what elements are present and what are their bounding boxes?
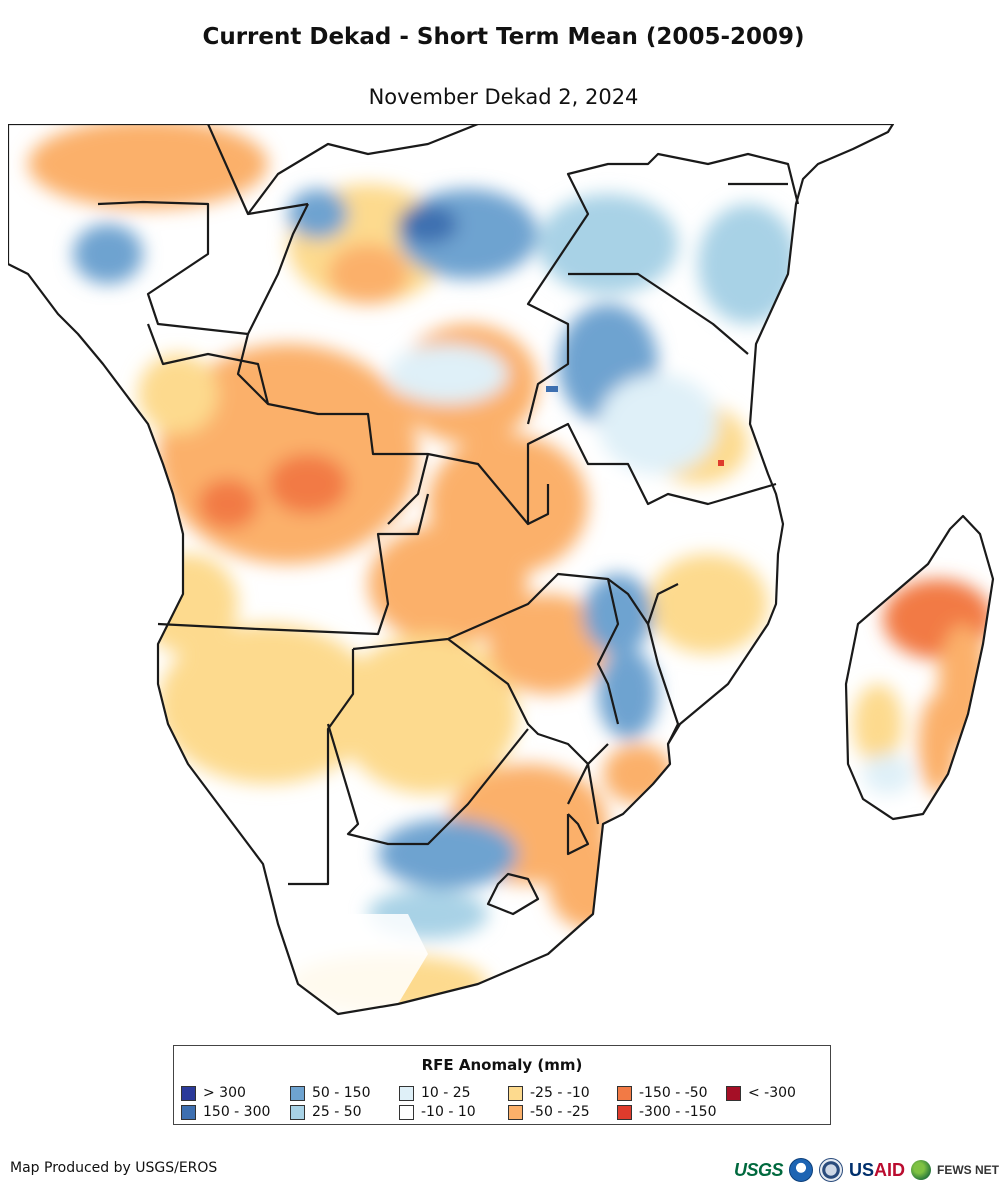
legend-label: 25 - 50	[312, 1104, 362, 1120]
legend-swatch	[508, 1104, 523, 1120]
legend-label: -25 - -10	[530, 1085, 590, 1101]
map-credit: Map Produced by USGS/EROS	[10, 1160, 218, 1176]
usaid-logo-aid: AID	[874, 1159, 905, 1180]
country-borders	[8, 124, 995, 1016]
legend-item: -300 - -150	[617, 1103, 717, 1121]
legend-swatch	[508, 1085, 523, 1101]
legend-item: < -300	[726, 1084, 796, 1102]
legend-swatch	[617, 1085, 632, 1101]
seal-logo-icon	[818, 1158, 843, 1182]
legend-label: 50 - 150	[312, 1085, 371, 1101]
legend-swatch	[290, 1085, 305, 1101]
legend-swatch	[399, 1104, 414, 1120]
legend-swatch	[726, 1085, 741, 1101]
legend-swatch	[399, 1085, 414, 1101]
legend-item: -25 - -10	[508, 1084, 590, 1102]
usgs-logo: USGS	[733, 1159, 784, 1180]
map-title: Current Dekad - Short Term Mean (2005-20…	[202, 24, 805, 50]
map-canvas	[8, 124, 995, 1016]
legend-label: 150 - 300	[203, 1104, 271, 1120]
legend-item: -10 - 10	[399, 1103, 476, 1121]
legend-item: 50 - 150	[290, 1084, 371, 1102]
legend-swatch	[290, 1104, 305, 1120]
legend-item: > 300	[181, 1084, 246, 1102]
legend-item: -50 - -25	[508, 1103, 590, 1121]
legend-swatch	[181, 1104, 196, 1120]
legend-title: RFE Anomaly (mm)	[421, 1056, 583, 1074]
legend-label: -50 - -25	[530, 1104, 590, 1120]
fews-globe-icon	[911, 1160, 931, 1180]
map-subtitle: November Dekad 2, 2024	[368, 85, 639, 109]
legend-label: -150 - -50	[639, 1085, 708, 1101]
legend-label: 10 - 25	[421, 1085, 471, 1101]
legend-swatch	[617, 1104, 632, 1120]
extreme-wet-spot	[546, 386, 558, 392]
legend-label: -10 - 10	[421, 1104, 476, 1120]
legend: RFE Anomaly (mm) > 300 150 - 300 50 - 15…	[173, 1045, 831, 1125]
legend-label: < -300	[748, 1085, 796, 1101]
extreme-dry-spot	[718, 460, 724, 466]
partner-logos: USGS USAID FEWS NET	[734, 1156, 999, 1184]
madagascar-anomaly-field	[846, 516, 993, 819]
fews-net-logo: FEWS NET	[937, 1163, 999, 1177]
mainland-anomaly-field	[8, 124, 893, 1014]
legend-label: > 300	[203, 1085, 246, 1101]
legend-item: 150 - 300	[181, 1103, 270, 1121]
legend-label: -300 - -150	[639, 1104, 717, 1120]
legend-item: 25 - 50	[290, 1103, 362, 1121]
noaa-logo-icon	[788, 1158, 813, 1182]
legend-item: -150 - -50	[617, 1084, 708, 1102]
usaid-logo: USAID	[849, 1160, 905, 1181]
legend-swatch	[181, 1085, 196, 1101]
usaid-logo-us: US	[848, 1159, 874, 1180]
legend-item: 10 - 25	[399, 1084, 471, 1102]
rainfall-anomaly-map	[8, 124, 998, 1029]
